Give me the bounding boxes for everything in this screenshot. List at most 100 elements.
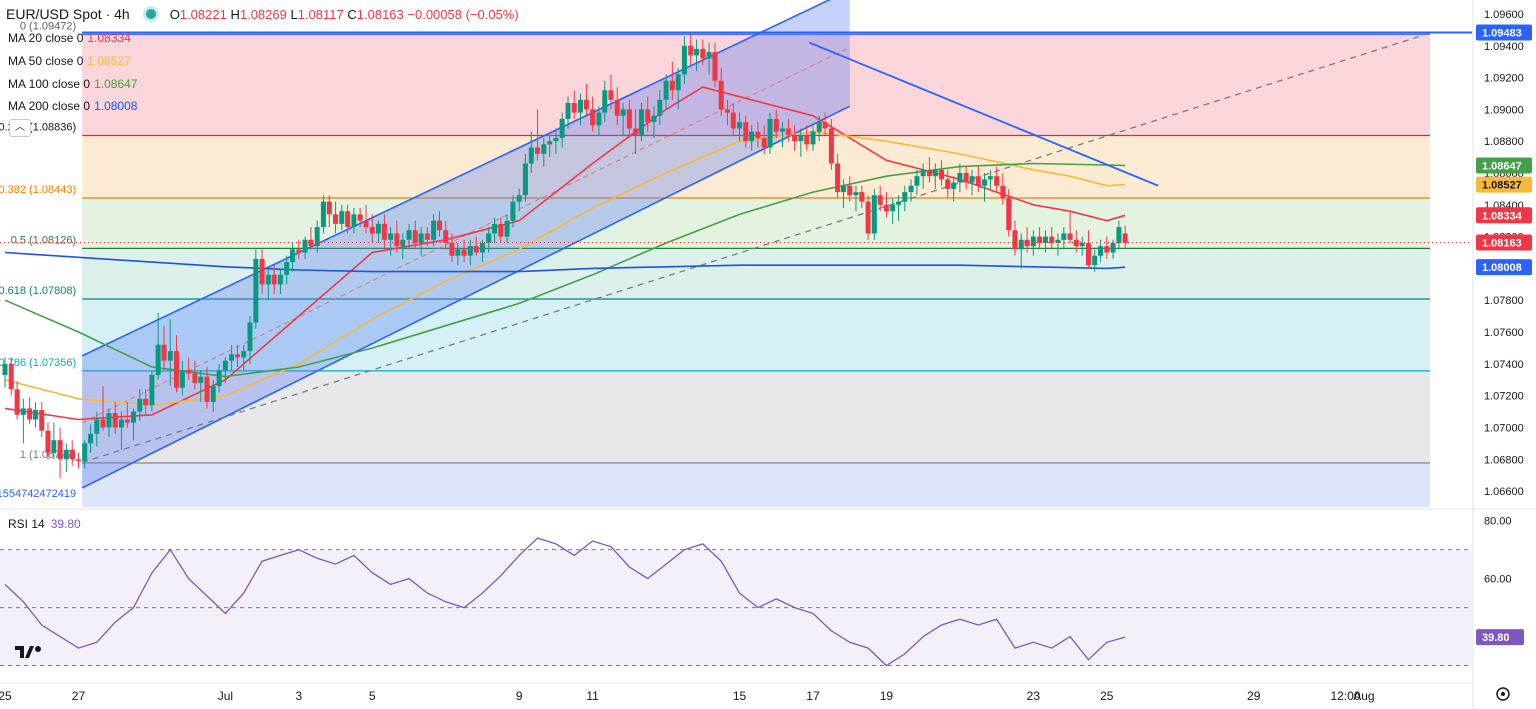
change-value: −0.00058 (−0.05%) — [407, 6, 519, 22]
gear-icon[interactable] — [1496, 687, 1510, 701]
candle — [932, 163, 938, 189]
candle — [565, 96, 571, 129]
candle — [498, 217, 504, 243]
candle — [388, 227, 394, 256]
candle-body — [1055, 239, 1061, 243]
candle — [896, 195, 902, 221]
candle-body — [1110, 242, 1116, 253]
price-label-text: 1.09483 — [1482, 28, 1522, 40]
candle — [1085, 230, 1091, 269]
channel-lower-line — [81, 105, 851, 489]
candle-body — [124, 419, 130, 423]
time-tick-label: 29 — [1247, 689, 1261, 703]
candle — [271, 265, 277, 294]
ma-50-legend[interactable]: MA 50 close 0 1.08527 — [8, 54, 131, 68]
candle-body — [596, 112, 602, 126]
candle — [553, 128, 559, 154]
gear-center — [1501, 692, 1505, 696]
ma-20-legend[interactable]: MA 20 close 0 1.08334 — [8, 31, 131, 45]
candle-body — [241, 351, 247, 358]
rsi-value-text: 39.80 — [1482, 632, 1510, 644]
candle — [1122, 225, 1128, 250]
candle — [890, 198, 896, 224]
candle — [645, 96, 651, 132]
rsi-legend[interactable]: RSI 14 39.80 — [8, 517, 81, 531]
candle — [314, 220, 320, 253]
candle-body — [174, 351, 180, 388]
candle-body — [277, 274, 283, 285]
candle — [143, 389, 149, 415]
tradingview-logo-icon[interactable] — [14, 643, 44, 667]
candle — [296, 239, 302, 259]
candle — [1098, 239, 1104, 263]
candle — [290, 242, 296, 272]
candle — [112, 402, 118, 434]
candle — [859, 185, 865, 208]
candle — [724, 99, 730, 126]
rsi-tick-label: 80.00 — [1484, 516, 1512, 528]
candle — [234, 344, 240, 368]
price-tick-label: 1.06600 — [1484, 486, 1524, 498]
candle — [308, 227, 314, 250]
candle — [743, 115, 749, 148]
candle — [1110, 239, 1116, 259]
candle-body — [516, 195, 522, 202]
candle-body — [161, 344, 167, 361]
fib-level-label: 0.786 (1.07356) — [0, 357, 76, 369]
candle-body — [259, 258, 265, 285]
candle-body — [308, 239, 314, 247]
price-label-box — [1476, 176, 1532, 193]
chevron-up-icon[interactable]: ︿ — [9, 119, 31, 137]
candle-body — [75, 459, 81, 461]
price-tick-label: 1.08800 — [1484, 136, 1524, 148]
candle-body — [994, 176, 1000, 186]
time-tick-label: 19 — [880, 689, 894, 703]
candle-body — [118, 419, 124, 428]
candle-body — [681, 45, 687, 75]
candle-body — [957, 173, 963, 183]
candle-body — [932, 169, 938, 177]
candle-body — [39, 409, 45, 431]
price-tick-label: 1.07800 — [1484, 295, 1524, 307]
candle — [633, 109, 639, 154]
candle — [204, 367, 210, 409]
candle-body — [816, 122, 822, 132]
candle — [853, 185, 859, 212]
candle-body — [835, 163, 841, 193]
candle — [449, 233, 455, 263]
candle-body — [345, 211, 351, 228]
candle-body — [963, 173, 969, 183]
candle-body — [602, 90, 608, 113]
candle-body — [455, 249, 461, 256]
candle — [982, 173, 988, 202]
candle-body — [908, 185, 914, 193]
candle — [198, 370, 204, 403]
candle — [247, 316, 253, 364]
candle-body — [467, 246, 473, 256]
candle — [486, 227, 492, 253]
candle — [596, 106, 602, 135]
candle-body — [271, 274, 277, 285]
candle — [541, 138, 547, 167]
price-tick-label: 1.09400 — [1484, 41, 1524, 53]
candle-body — [669, 80, 675, 91]
candle-body — [1079, 242, 1085, 247]
symbol-title[interactable]: EUR/USD Spot · 4h — [6, 6, 130, 22]
candle-body — [982, 179, 988, 186]
ma-100-legend[interactable]: MA 100 close 0 1.08647 — [8, 77, 138, 91]
ma-200-legend[interactable]: MA 200 close 0 1.08008 — [8, 99, 138, 113]
candle-body — [706, 52, 712, 59]
low-value: 1.08117 — [297, 6, 344, 22]
candle-body — [473, 246, 479, 253]
candle-body — [559, 118, 565, 139]
candle-body — [381, 223, 387, 240]
time-tick-label: 3 — [295, 689, 302, 703]
candle — [681, 36, 687, 84]
candle — [431, 214, 437, 247]
candle — [810, 125, 816, 151]
candle — [351, 207, 357, 234]
candle-body — [412, 230, 418, 243]
candle — [216, 363, 222, 393]
candle-body — [179, 370, 185, 388]
